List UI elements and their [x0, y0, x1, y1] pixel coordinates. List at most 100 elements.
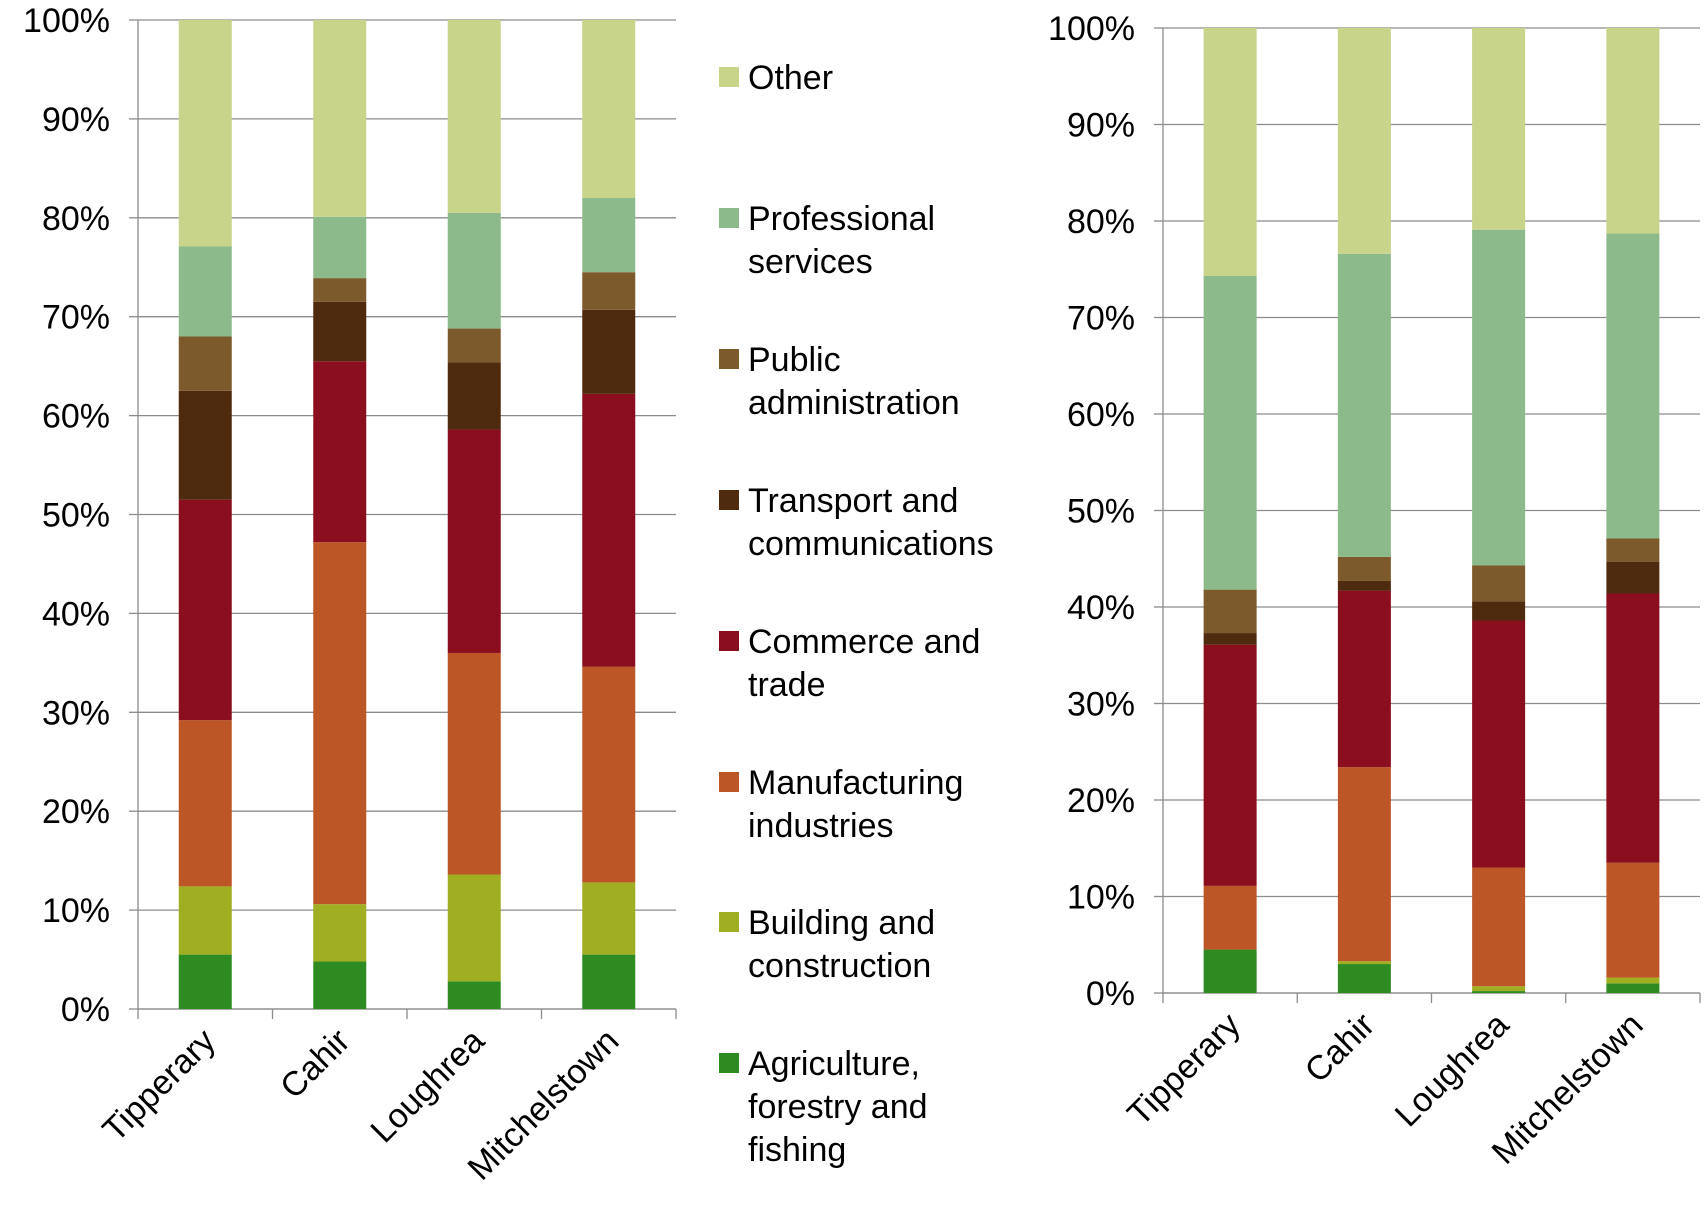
left-y-tick-label: 100% — [23, 2, 110, 40]
left-bar-segment-manufacturing — [178, 720, 232, 887]
right-y-tick-label: 30% — [1067, 686, 1135, 724]
right-bar-segment-manufacturing — [1606, 862, 1660, 978]
legend-swatch-agriculture — [719, 1053, 739, 1073]
right-y-tick-label: 100% — [1048, 10, 1135, 48]
left-bar-segment-professional — [178, 246, 232, 337]
right-bar-segment-other — [1472, 28, 1526, 230]
left-bar-segment-professional — [582, 198, 636, 273]
right-bar-segment-transport — [1606, 561, 1660, 594]
left-bar-segment-commerce — [178, 499, 232, 721]
left-bar-segment-manufacturing — [447, 652, 501, 875]
legend-label-agriculture: fishing — [748, 1131, 846, 1169]
left-bar-segment-professional — [313, 216, 367, 279]
left-bar-segment-commerce — [313, 361, 367, 543]
right-y-tick-label: 40% — [1067, 589, 1135, 627]
right-y-tick-label: 50% — [1067, 493, 1135, 531]
left-bar-segment-agriculture — [178, 954, 232, 1009]
left-x-tick-label: Loughrea — [363, 1022, 492, 1151]
legend-label-professional: Professional — [748, 200, 935, 238]
right-x-tick-label: Loughrea — [1388, 1006, 1517, 1135]
right-bar-segment-other — [1606, 28, 1660, 234]
left-bar-segment-transport — [582, 309, 636, 394]
legend-swatch-commerce — [719, 631, 739, 651]
right-bar-segment-other — [1203, 28, 1257, 277]
left-bar-segment-public — [178, 336, 232, 391]
left-bar-segment-public — [447, 328, 501, 363]
legend-swatch-transport — [719, 490, 739, 510]
right-bar-segment-public — [1203, 589, 1257, 634]
left-x-tick-label: Cahir — [273, 1022, 357, 1106]
chart-left: 0% 10% 20% 30% 40% 50% 60% 70% 80% 90% 100% Tippera… — [23, 2, 677, 1188]
left-bar-segment-commerce — [447, 429, 501, 653]
right-bar-segment-agriculture — [1337, 964, 1391, 993]
right-y-tick-label: 80% — [1067, 203, 1135, 241]
legend-label-professional: services — [748, 243, 873, 281]
left-y-tick-label: 0% — [61, 991, 110, 1029]
legend-label-other: Other — [748, 59, 833, 97]
right-bar-segment-public — [1472, 565, 1526, 602]
left-bar-segment-other — [582, 20, 636, 199]
right-bar-segment-manufacturing — [1337, 767, 1391, 962]
right-y-tick-label: 0% — [1086, 975, 1135, 1013]
left-bar-segment-building — [178, 886, 232, 955]
left-y-tick-label: 10% — [42, 892, 110, 930]
left-bar-segment-commerce — [582, 393, 636, 667]
right-bar-segment-commerce — [1203, 644, 1257, 886]
right-y-tick-label: 70% — [1067, 300, 1135, 338]
legend-label-transport: communications — [748, 525, 994, 563]
legend-label-transport: Transport and — [748, 482, 958, 520]
right-bar-segment-agriculture — [1606, 983, 1660, 993]
left-bar-segment-building — [582, 882, 636, 955]
right-y-tick-label: 90% — [1067, 107, 1135, 145]
right-bar-segment-professional — [1606, 233, 1660, 539]
left-bar-segment-manufacturing — [313, 542, 367, 905]
legend-label-agriculture: forestry and — [748, 1088, 928, 1126]
legend-label-commerce: Commerce and — [748, 623, 980, 661]
legend-swatch-building — [719, 912, 739, 932]
left-bar-segment-public — [582, 272, 636, 310]
legend-label-building: Building and — [748, 904, 935, 942]
left-y-tick-label: 70% — [42, 299, 110, 337]
left-bar-segment-manufacturing — [582, 666, 636, 883]
legend-label-manufacturing: Manufacturing — [748, 764, 963, 802]
left-y-tick-label: 90% — [42, 101, 110, 139]
right-y-tick-label: 10% — [1067, 879, 1135, 917]
left-bar-segment-agriculture — [582, 954, 636, 1009]
left-y-tick-label: 60% — [42, 398, 110, 436]
right-y-tick-label: 20% — [1067, 782, 1135, 820]
legend-label-public: administration — [748, 384, 960, 422]
right-bar-segment-transport — [1337, 580, 1391, 591]
chart-right: 0% 10% 20% 30% 40% 50% 60% 70% 80% 90% 100% Tippera… — [1048, 10, 1701, 1172]
legend-label-commerce: trade — [748, 666, 826, 704]
right-bar-segment-public — [1606, 538, 1660, 562]
legend: Other Professional services Public administr… — [719, 59, 994, 1169]
left-y-tick-label: 20% — [42, 793, 110, 831]
legend-label-agriculture: Agriculture, — [748, 1045, 920, 1083]
right-bar-segment-agriculture — [1472, 991, 1526, 993]
right-bar-segment-commerce — [1472, 620, 1526, 868]
left-bar-segment-agriculture — [313, 961, 367, 1009]
right-bar-segment-professional — [1203, 276, 1257, 590]
right-bar-segment-public — [1337, 556, 1391, 581]
left-bar-segment-other — [313, 20, 367, 217]
left-bar-segment-transport — [313, 301, 367, 362]
right-bar-segment-transport — [1472, 601, 1526, 621]
left-bar-segment-public — [313, 278, 367, 302]
right-bar-segment-manufacturing — [1472, 867, 1526, 987]
left-y-tick-label: 80% — [42, 200, 110, 238]
left-bar-segment-building — [313, 904, 367, 962]
left-bar-segment-agriculture — [447, 981, 501, 1009]
left-bar-segment-professional — [447, 212, 501, 329]
left-y-tick-label: 30% — [42, 694, 110, 732]
legend-label-public: Public — [748, 341, 841, 379]
right-bar-segment-professional — [1472, 229, 1526, 566]
left-y-tick-label: 50% — [42, 497, 110, 535]
legend-swatch-manufacturing — [719, 772, 739, 792]
legend-swatch-professional — [719, 208, 739, 228]
left-bar-segment-transport — [447, 362, 501, 430]
legend-swatch-public — [719, 349, 739, 369]
right-bar-segment-building — [1606, 977, 1660, 984]
right-bar-segment-other — [1337, 28, 1391, 254]
right-y-tick-label: 60% — [1067, 396, 1135, 434]
